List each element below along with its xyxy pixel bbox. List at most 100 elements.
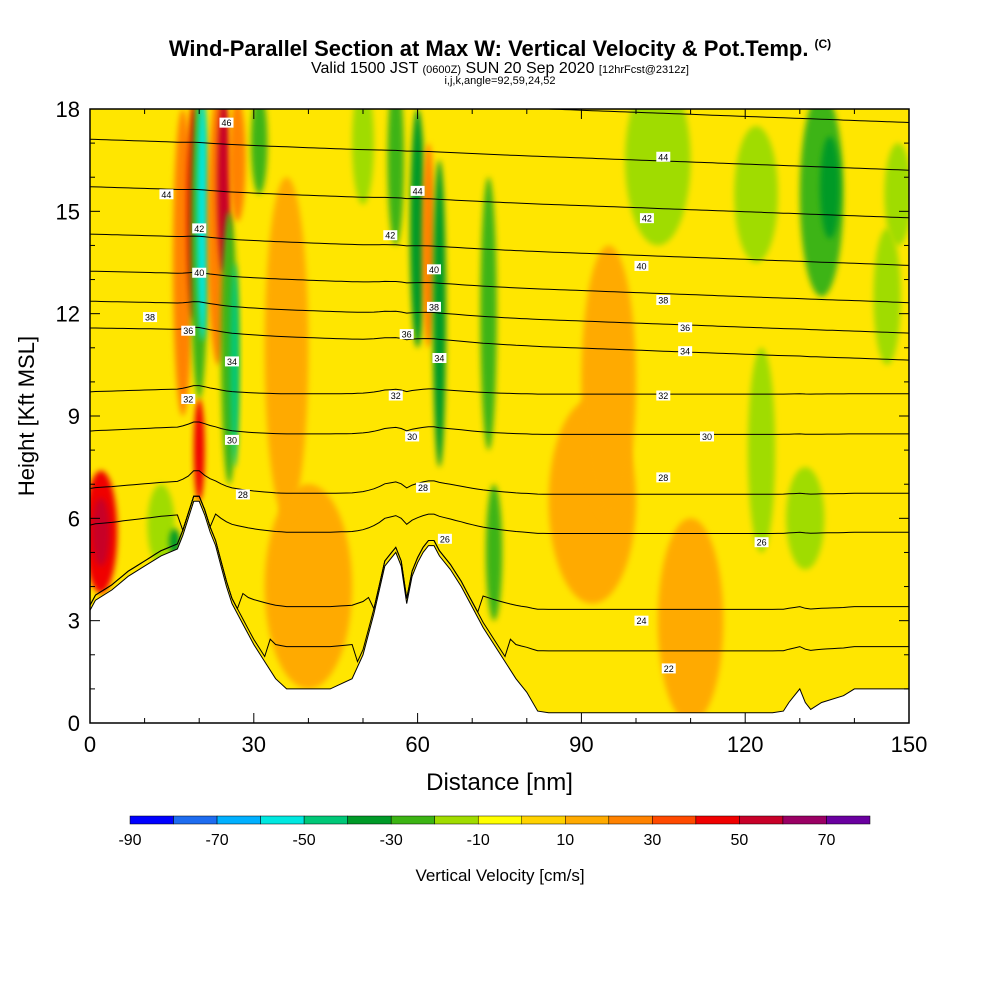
colorbar-tick-label: 70 bbox=[818, 832, 836, 849]
colorbar-segment bbox=[521, 815, 566, 825]
contour-label-text: 24 bbox=[636, 616, 646, 626]
colorbar-segment bbox=[826, 815, 871, 825]
theta-contour-line bbox=[90, 326, 909, 361]
velocity-cell bbox=[873, 228, 901, 365]
contour-label-text: 32 bbox=[658, 391, 668, 401]
colorbar-segment bbox=[390, 815, 435, 825]
y-tick-label: 0 bbox=[68, 711, 80, 736]
contour-label-text: 32 bbox=[183, 394, 193, 404]
colorbar: -90 -70 -50 -30 -10 10 30 50 70 Vertical Velocity… bbox=[118, 815, 871, 885]
contour-label: 42 bbox=[639, 213, 654, 224]
velocity-field bbox=[90, 109, 909, 723]
contour-label-text: 32 bbox=[391, 391, 401, 401]
contour-label: 22 bbox=[661, 663, 676, 674]
colorbar-tick-label: -70 bbox=[205, 832, 228, 849]
contour-label-bg bbox=[192, 223, 207, 234]
contour-label-text: 40 bbox=[429, 265, 439, 275]
contour-label: 38 bbox=[426, 301, 441, 312]
contour-label-text: 38 bbox=[429, 302, 439, 312]
contour-label-bg bbox=[399, 329, 414, 340]
contour-label: 34 bbox=[678, 346, 693, 357]
contour-label: 44 bbox=[656, 151, 671, 162]
theta-contour-line bbox=[90, 138, 909, 171]
colorbar-tick-label: -10 bbox=[467, 832, 490, 849]
contour-label: 32 bbox=[388, 390, 403, 401]
y-tick-label: 12 bbox=[56, 302, 80, 327]
contour-label-text: 36 bbox=[183, 326, 193, 336]
colorbar-segment bbox=[739, 815, 784, 825]
contour-label-text: 36 bbox=[402, 330, 412, 340]
x-tick-label: 150 bbox=[891, 732, 928, 757]
velocity-cell bbox=[92, 497, 110, 567]
colorbar-tick-label: -50 bbox=[293, 832, 316, 849]
x-tick-label: 60 bbox=[405, 732, 429, 757]
colorbar-segment bbox=[565, 815, 610, 825]
colorbar-segment bbox=[173, 815, 218, 825]
velocity-cell bbox=[480, 177, 497, 451]
velocity-cell bbox=[734, 126, 778, 263]
contour-label-text: 38 bbox=[658, 296, 668, 306]
contour-label: 34 bbox=[432, 353, 447, 364]
contour-label-bg bbox=[159, 189, 174, 200]
contour-label: 28 bbox=[656, 472, 671, 483]
contour-label-text: 26 bbox=[440, 534, 450, 544]
y-tick-label: 6 bbox=[68, 506, 80, 531]
contour-label-text: 28 bbox=[238, 490, 248, 500]
velocity-cell bbox=[387, 109, 404, 246]
y-tick-label: 3 bbox=[68, 609, 80, 634]
colorbar-segment bbox=[695, 815, 740, 825]
contour-label-bg bbox=[656, 295, 671, 306]
contour-label-bg bbox=[656, 390, 671, 401]
x-tick-label: 90 bbox=[569, 732, 593, 757]
velocity-cell bbox=[581, 245, 636, 519]
chart-subtitle: Valid 1500 JST (0600Z) SUN 20 Sep 2020 [… bbox=[311, 60, 689, 77]
colorbar-label: Vertical Velocity [cm/s] bbox=[415, 866, 584, 885]
colorbar-segment bbox=[477, 815, 523, 825]
contour-label: 30 bbox=[699, 431, 714, 442]
contour-label-text: 22 bbox=[664, 664, 674, 674]
chart-params: i,j,k,angle=92,59,24,52 bbox=[444, 75, 556, 87]
contour-label-bg bbox=[192, 267, 207, 278]
y-tick-label: 18 bbox=[56, 97, 80, 122]
colorbar-segment bbox=[260, 815, 305, 825]
velocity-cell bbox=[657, 518, 724, 723]
contour-label-bg bbox=[410, 185, 425, 196]
contour-label-bg bbox=[656, 151, 671, 162]
contour-label: 34 bbox=[224, 356, 239, 367]
contour-label-bg bbox=[678, 322, 693, 333]
colorbar-segment bbox=[216, 815, 261, 825]
velocity-cell bbox=[352, 109, 374, 205]
colorbar-tick-label: 10 bbox=[556, 832, 574, 849]
contour-labels: 22 24 26 26 28 28 28 30 30 30 32 32 32 34 34 34 36 36 36 38… bbox=[143, 117, 769, 674]
contour-label-bg bbox=[426, 264, 441, 275]
contour-label: 30 bbox=[224, 434, 239, 445]
contour-label-text: 46 bbox=[221, 118, 231, 128]
velocity-cell bbox=[820, 136, 840, 239]
contour-label: 46 bbox=[219, 117, 234, 128]
contour-label-text: 28 bbox=[418, 483, 428, 493]
contour-label-bg bbox=[678, 346, 693, 357]
contour-label-text: 40 bbox=[194, 268, 204, 278]
colorbar-segment bbox=[434, 815, 479, 825]
theta-contour-line bbox=[90, 495, 909, 614]
theta-contour-line bbox=[90, 495, 909, 534]
contour-label: 40 bbox=[634, 260, 649, 271]
colorbar-segment bbox=[608, 815, 653, 825]
y-tick-label: 9 bbox=[68, 404, 80, 429]
contour-label: 26 bbox=[437, 533, 452, 544]
contour-label-text: 42 bbox=[642, 214, 652, 224]
colorbar-tick-label: 50 bbox=[731, 832, 749, 849]
velocity-cell bbox=[786, 467, 825, 570]
contour-label-text: 30 bbox=[227, 435, 237, 445]
theta-contour-line bbox=[90, 233, 909, 266]
theta-contour-line bbox=[90, 300, 909, 334]
contour-label-bg bbox=[405, 431, 420, 442]
contour-label: 32 bbox=[181, 393, 196, 404]
contour-label-bg bbox=[656, 472, 671, 483]
x-tick-label: 120 bbox=[727, 732, 764, 757]
y-axis-label: Height [Kft MSL] bbox=[14, 336, 39, 496]
velocity-cell bbox=[193, 398, 205, 502]
colorbar-tick-label: 30 bbox=[643, 832, 661, 849]
contour-label-bg bbox=[235, 489, 250, 500]
